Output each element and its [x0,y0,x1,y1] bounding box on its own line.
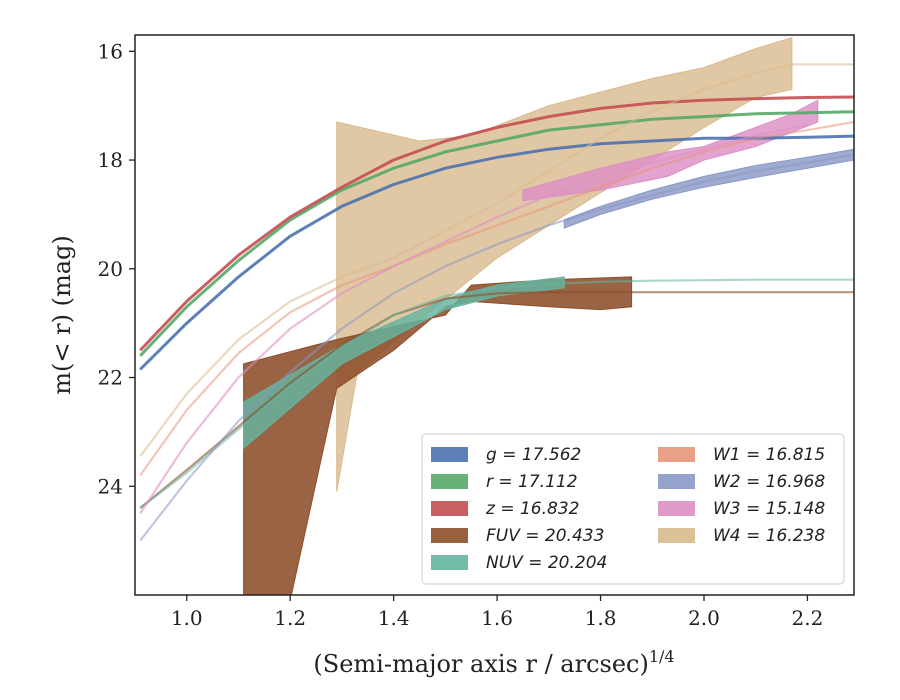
legend-swatch-nuv [431,555,468,570]
band-w4 [336,37,793,492]
x-axis-label: (Semi-major axis r / arcsec)1/4 [313,647,674,678]
legend-swatch-r [431,474,468,489]
legend-label-w2: W2 = 16.968 [713,472,825,492]
legend-label-fuv: FUV = 20.433 [486,526,604,546]
legend-box [421,433,845,585]
legend-label-z: z = 16.832 [485,499,579,519]
band-nuv [243,276,565,450]
series-line-nuv [139,278,854,509]
legend-label-w1: W1 = 16.815 [713,445,825,465]
legend-swatch-w4 [658,528,695,543]
series-line-fuv [139,291,854,509]
legend-swatch-z [431,501,468,516]
y-axis-ticks: 16 18 20 22 24 [98,39,135,498]
y-axis-label: m(< r) (mag) [48,235,76,394]
x-tick-label: 1.2 [274,606,306,630]
y-tick-label: 18 [98,148,123,172]
legend-swatch-w2 [658,474,695,489]
y-tick-label: 16 [98,39,123,63]
y-tick-label: 20 [98,257,123,281]
x-tick-label: 2.2 [792,606,824,630]
legend-swatch-g [431,447,468,462]
series-line-w2 [139,153,854,542]
x-tick-label: 1.0 [171,606,203,630]
series-lines [139,63,854,542]
legend-label-w3: W3 = 15.148 [713,499,825,519]
legend-label-g: g = 17.562 [486,445,581,465]
legend-swatch-w1 [658,447,695,462]
y-tick-label: 22 [98,366,123,390]
x-tick-label: 1.8 [585,606,617,630]
series-line-w1 [139,120,854,477]
legend-swatch-w3 [658,501,695,516]
band-w2 [563,148,854,229]
series-line-w3 [139,123,808,515]
legend-swatch-fuv [431,528,468,543]
x-tick-label: 2.0 [688,606,720,630]
x-tick-label: 1.4 [378,606,410,630]
legend-label-r: r = 17.112 [486,472,578,492]
plot-frame [134,34,855,596]
series-line-w4 [139,63,854,458]
legend-label-nuv: NUV = 20.204 [486,553,607,573]
series-line-z [139,95,854,352]
legend: g = 17.562 r = 17.112 z = 16.832 FUV = 20.4… [421,433,845,585]
series-line-r [139,110,854,357]
x-axis-ticks: 1.0 1.2 1.4 1.6 1.8 2.0 2.2 [171,595,824,630]
legend-label-w4: W4 = 16.238 [713,526,825,546]
x-tick-label: 1.6 [481,606,513,630]
y-tick-label: 24 [98,474,123,498]
series-line-g [139,134,854,371]
